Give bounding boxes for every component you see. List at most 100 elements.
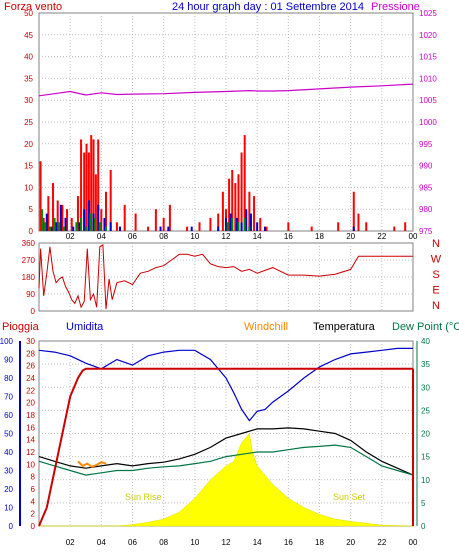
- x-tick-label: 02: [66, 538, 75, 547]
- wind-bar: [76, 196, 79, 231]
- temperature-humidity-series: [38, 347, 414, 527]
- wind-bar: [50, 226, 53, 231]
- chart-title: 24 hour graph day : 01 Settembre 2014: [172, 1, 364, 13]
- temperature-tick-label: 40: [421, 337, 430, 346]
- rain-tick-label: 18: [26, 411, 35, 420]
- x-tick-label: 00: [409, 538, 418, 547]
- wind-bar: [248, 191, 251, 231]
- rain-line: [38, 367, 413, 527]
- temperature-tick-label: 25: [421, 406, 430, 415]
- temperature-tick-label: 5: [421, 499, 426, 508]
- wind-bar: [42, 217, 45, 231]
- rain-tick-label: 30: [26, 337, 35, 346]
- windchill-legend: Windchill: [244, 321, 288, 333]
- wind-bar: [62, 226, 65, 231]
- solar-area: [39, 432, 414, 527]
- rain-tick-label: 4: [31, 497, 36, 506]
- compass-label: E: [432, 285, 439, 297]
- wind-bar: [134, 213, 137, 231]
- wind-bar: [52, 183, 55, 231]
- rain-tick-label: 22: [26, 386, 35, 395]
- x-tick-label: 10: [190, 232, 199, 241]
- dewpoint-legend: Dew Point (°C: [392, 321, 459, 333]
- x-tick-label: 14: [253, 538, 262, 547]
- pressure-tick-label: 1005: [419, 96, 437, 105]
- rain-tick-label: 6: [31, 485, 36, 494]
- wind-bar: [154, 209, 157, 231]
- x-tick-label: 06: [128, 232, 137, 241]
- x-tick-label: 22: [377, 232, 386, 241]
- dew-point-line: [38, 444, 414, 476]
- direction-tick-label: 90: [26, 290, 35, 299]
- wind-bar: [84, 226, 87, 231]
- humidity-tick-label: 20: [4, 485, 13, 494]
- wind-bar: [87, 152, 90, 231]
- wind-bar: [72, 226, 75, 231]
- wind-bar: [237, 174, 240, 231]
- wind-bar: [198, 222, 201, 231]
- humidity-tick-label: 90: [4, 356, 13, 365]
- direction-tick-label: 360: [22, 239, 36, 248]
- compass-label: W: [431, 254, 442, 266]
- wind-bar: [256, 222, 259, 231]
- wind-tick-label: 30: [24, 96, 33, 105]
- wind-tick-label: 40: [24, 53, 33, 62]
- wind-pressure-grid: [39, 13, 413, 231]
- compass-label: N: [432, 300, 440, 312]
- wind-bar: [115, 222, 118, 231]
- wind-bar: [89, 213, 92, 231]
- temperature-tick-label: 35: [421, 360, 430, 369]
- wind-bar: [100, 209, 103, 231]
- pressure-tick-label: 1025: [419, 9, 437, 18]
- wind-bar: [243, 135, 246, 231]
- rain-tick-label: 8: [31, 473, 36, 482]
- rain-axis-title: Pioggia: [2, 321, 40, 333]
- wind-bar: [237, 222, 240, 231]
- wind-bar: [41, 209, 44, 231]
- wind-bar: [103, 217, 106, 231]
- x-tick-label: 20: [346, 232, 355, 241]
- wind-bar: [352, 226, 355, 231]
- wind-bar: [56, 200, 59, 231]
- wind-bar: [229, 213, 232, 231]
- direction-tick-label: 180: [22, 273, 36, 282]
- wind-bar: [109, 169, 112, 231]
- wind-bar: [39, 161, 42, 231]
- x-tick-label: 20: [346, 538, 355, 547]
- direction-tick-label: 270: [22, 256, 36, 265]
- wind-bar: [310, 226, 313, 231]
- wind-tick-label: 20: [24, 140, 33, 149]
- x-tick-label: 16: [284, 232, 293, 241]
- wind-bar: [97, 139, 100, 231]
- humidity-tick-label: 60: [4, 411, 13, 420]
- wind-bar: [226, 222, 229, 231]
- wind-bar: [75, 222, 78, 231]
- wind-bar: [209, 217, 212, 231]
- wind-bars: [39, 135, 407, 231]
- x-tick-label: 18: [315, 538, 324, 547]
- wind-tick-label: 35: [24, 74, 33, 83]
- umidita-line: [38, 347, 413, 422]
- pressure-tick-label: 975: [419, 227, 433, 236]
- humidity-tick-label: 30: [4, 467, 13, 476]
- wind-bar: [217, 213, 220, 231]
- wind-bar: [83, 152, 86, 231]
- wind-bar: [45, 213, 48, 231]
- wind-bar: [245, 209, 248, 231]
- wind-bar: [44, 222, 47, 231]
- wind-bar: [393, 226, 396, 231]
- rain-tick-label: 26: [26, 362, 35, 371]
- pressure-line: [38, 83, 414, 97]
- humidity-tick-label: 50: [4, 430, 13, 439]
- wind-tick-label: 5: [29, 205, 34, 214]
- humidity-tick-label: 100: [0, 337, 14, 346]
- pressure-tick-label: 980: [419, 205, 433, 214]
- sunrise-label: Sun Rise: [125, 492, 162, 502]
- rain-tick-label: 10: [26, 460, 35, 469]
- temperature-tick-label: 20: [421, 430, 430, 439]
- wind-bar: [83, 209, 86, 231]
- wind-bar: [240, 152, 243, 231]
- rain-tick-label: 2: [31, 510, 36, 519]
- x-tick-label: 12: [222, 538, 231, 547]
